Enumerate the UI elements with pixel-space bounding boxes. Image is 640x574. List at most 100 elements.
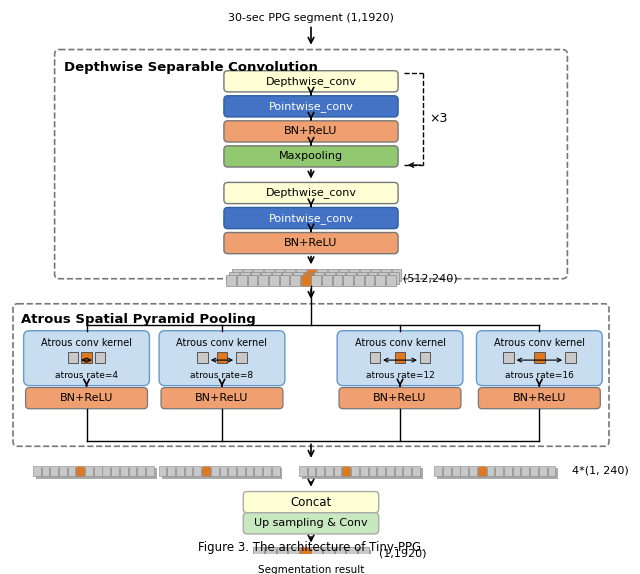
Bar [375,275,385,286]
Bar [357,272,367,284]
Bar [308,466,316,476]
Bar [325,272,335,284]
Bar [389,272,399,284]
Bar [159,466,166,476]
Text: Concat: Concat [291,495,332,509]
Bar [95,352,106,363]
FancyBboxPatch shape [224,71,398,92]
Bar [185,466,193,476]
Bar [293,272,303,284]
Bar [333,275,342,286]
FancyBboxPatch shape [243,491,379,513]
Bar [120,466,127,476]
Bar [323,548,333,559]
Bar [33,466,40,476]
Bar [288,548,299,559]
Text: Pointwise_conv: Pointwise_conv [269,101,353,112]
Bar [259,275,268,286]
Bar [344,275,353,286]
Bar [269,275,278,286]
Bar [202,466,210,476]
FancyBboxPatch shape [54,49,568,279]
Text: Depthwise_conv: Depthwise_conv [266,188,356,199]
Text: Atrous conv kernel: Atrous conv kernel [41,339,132,348]
Bar [504,466,512,476]
FancyBboxPatch shape [224,232,398,254]
Text: Atrous conv kernel: Atrous conv kernel [494,339,585,348]
Bar [333,466,342,476]
Bar [68,352,78,363]
Bar [335,272,346,284]
Bar [197,352,208,363]
Bar [530,466,538,476]
Bar [290,275,300,286]
Bar [478,466,486,476]
FancyBboxPatch shape [159,331,285,386]
Bar [312,548,322,559]
Bar [257,550,371,562]
Bar [217,352,227,363]
Bar [300,548,310,559]
Text: BN+ReLU: BN+ReLU [373,393,427,403]
Bar [68,466,76,476]
Bar [272,272,282,284]
Bar [522,466,529,476]
Text: Figure 3. The architecture of Tiny-PPG.: Figure 3. The architecture of Tiny-PPG. [198,541,424,554]
FancyBboxPatch shape [224,121,398,142]
Bar [102,466,110,476]
FancyBboxPatch shape [26,387,147,409]
Bar [461,466,468,476]
Bar [322,275,332,286]
Bar [81,352,92,363]
Bar [111,466,119,476]
Text: BN+ReLU: BN+ReLU [195,393,249,403]
Bar [328,269,338,281]
Bar [129,466,136,476]
Bar [146,466,154,476]
Text: Maxpooling: Maxpooling [279,152,343,161]
Bar [367,272,377,284]
Bar [395,352,405,363]
Text: atrous rate=12: atrous rate=12 [365,371,435,380]
Bar [534,352,545,363]
Bar [302,468,423,479]
Bar [167,466,175,476]
Text: BN+ReLU: BN+ReLU [513,393,566,403]
Bar [264,269,274,281]
Bar [314,272,324,284]
Bar [452,466,460,476]
Bar [349,269,359,281]
Text: (512,240): (512,240) [403,274,458,284]
Bar [42,466,49,476]
Text: Depthwise_conv: Depthwise_conv [266,76,356,87]
Bar [395,466,403,476]
Bar [381,269,391,281]
FancyBboxPatch shape [224,146,398,167]
Bar [248,275,257,286]
Bar [193,466,201,476]
Bar [365,275,374,286]
Bar [282,272,292,284]
Bar [236,352,246,363]
Bar [412,466,420,476]
Text: ×3: ×3 [429,113,447,125]
Text: 30-sec PPG segment (1,1920): 30-sec PPG segment (1,1920) [228,13,394,23]
Bar [232,269,242,281]
Bar [565,352,575,363]
Text: 4*(1, 240): 4*(1, 240) [572,466,629,476]
Bar [386,466,394,476]
Text: Pointwise_conv: Pointwise_conv [269,212,353,223]
Bar [228,466,236,476]
FancyBboxPatch shape [478,387,600,409]
Text: Atrous Spatial Pyramid Pooling: Atrous Spatial Pyramid Pooling [20,313,255,327]
Bar [211,466,219,476]
Bar [243,269,252,281]
Bar [369,466,376,476]
Bar [317,269,327,281]
Bar [227,275,236,286]
Bar [346,272,356,284]
Text: atrous rate=8: atrous rate=8 [191,371,253,380]
Bar [351,466,359,476]
Bar [378,272,388,284]
Bar [354,275,364,286]
